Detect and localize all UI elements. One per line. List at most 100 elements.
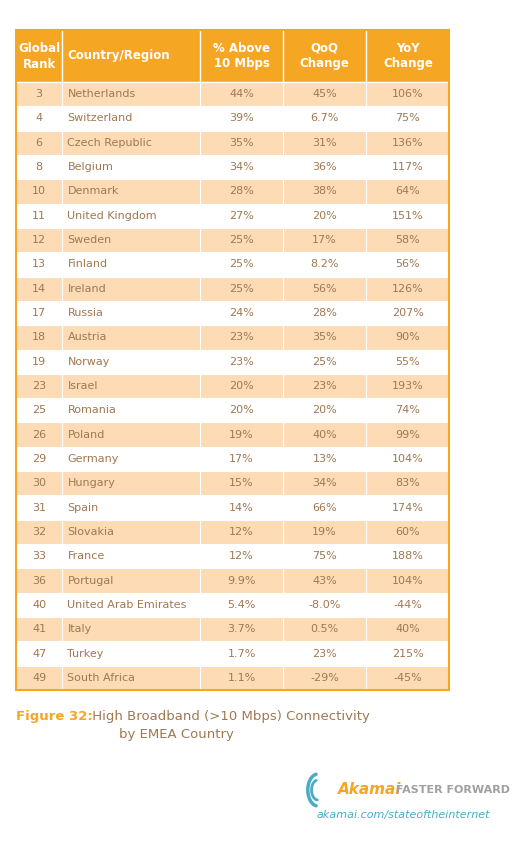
Text: 58%: 58% [396, 235, 420, 245]
Bar [200, 82, 283, 106]
Text: 74%: 74% [395, 405, 420, 416]
Bar [62, 131, 200, 155]
Bar [62, 544, 200, 568]
Text: Spain: Spain [68, 503, 99, 512]
Text: 106%: 106% [392, 89, 424, 99]
Bar [283, 399, 366, 422]
Bar [16, 617, 62, 641]
Bar [62, 447, 200, 471]
Text: 44%: 44% [229, 89, 254, 99]
Bar [283, 179, 366, 204]
Bar [16, 641, 62, 666]
Bar [200, 179, 283, 204]
Text: Global
Rank: Global Rank [18, 42, 60, 70]
Text: 215%: 215% [392, 649, 424, 659]
Text: 90%: 90% [396, 332, 420, 343]
Text: Czech Republic: Czech Republic [68, 137, 152, 148]
Text: 8.2%: 8.2% [310, 259, 339, 270]
Text: 20%: 20% [313, 211, 337, 220]
Bar [366, 593, 449, 617]
Bar [366, 447, 449, 471]
Text: 38%: 38% [313, 187, 337, 197]
Text: 117%: 117% [392, 162, 424, 172]
Text: 32: 32 [32, 527, 46, 537]
Text: 11: 11 [32, 211, 46, 220]
Text: 49: 49 [32, 672, 46, 683]
Bar [283, 131, 366, 155]
Text: 23: 23 [32, 381, 46, 391]
Text: 0.5%: 0.5% [310, 624, 339, 634]
Text: 12%: 12% [229, 527, 254, 537]
Text: 31: 31 [32, 503, 46, 512]
Bar [283, 30, 366, 82]
Bar [16, 82, 62, 106]
Bar [62, 325, 200, 349]
Text: 34%: 34% [229, 162, 254, 172]
Bar [366, 325, 449, 349]
Text: 12%: 12% [229, 551, 254, 561]
Bar [366, 30, 449, 82]
Bar [62, 520, 200, 544]
Text: Russia: Russia [68, 308, 103, 318]
Text: Figure 32:: Figure 32: [16, 710, 93, 723]
Text: 14%: 14% [229, 503, 254, 512]
Bar [283, 228, 366, 252]
Bar [283, 447, 366, 471]
Bar [16, 520, 62, 544]
Text: akamai.com/stateoftheinternet: akamai.com/stateoftheinternet [316, 810, 490, 820]
Bar [16, 399, 62, 422]
Bar [283, 374, 366, 399]
Bar [62, 471, 200, 495]
Text: South Africa: South Africa [68, 672, 135, 683]
Bar [283, 495, 366, 520]
Text: 31%: 31% [313, 137, 337, 148]
Text: 41: 41 [32, 624, 46, 634]
Bar [62, 399, 200, 422]
Text: 39%: 39% [229, 114, 254, 124]
Text: Portugal: Portugal [68, 576, 114, 586]
Text: 6: 6 [35, 137, 43, 148]
Bar [366, 399, 449, 422]
Bar [366, 666, 449, 690]
Text: 55%: 55% [396, 357, 420, 366]
Text: 20%: 20% [229, 381, 254, 391]
Text: YoY
Change: YoY Change [383, 42, 433, 70]
Text: Germany: Germany [68, 454, 119, 464]
Text: High Broadband (>10 Mbps) Connectivity: High Broadband (>10 Mbps) Connectivity [88, 710, 370, 723]
Text: France: France [68, 551, 105, 561]
Bar [200, 495, 283, 520]
Bar [366, 179, 449, 204]
Text: 136%: 136% [392, 137, 424, 148]
Bar [366, 204, 449, 228]
Bar [283, 568, 366, 593]
Bar [366, 422, 449, 447]
Text: Romania: Romania [68, 405, 116, 416]
Text: Norway: Norway [68, 357, 110, 366]
Bar [62, 374, 200, 399]
Text: 35%: 35% [313, 332, 337, 343]
Text: 35%: 35% [229, 137, 254, 148]
Bar [62, 301, 200, 325]
Bar [200, 252, 283, 276]
Text: 18: 18 [32, 332, 46, 343]
Bar [16, 301, 62, 325]
Bar [62, 106, 200, 131]
Bar [283, 106, 366, 131]
Bar [366, 301, 449, 325]
Text: 75%: 75% [313, 551, 337, 561]
Text: 10: 10 [32, 187, 46, 197]
Bar [366, 106, 449, 131]
Bar [62, 30, 200, 82]
Text: 104%: 104% [392, 454, 424, 464]
Bar [62, 617, 200, 641]
Bar [200, 325, 283, 349]
Text: Austria: Austria [68, 332, 107, 343]
Bar [62, 204, 200, 228]
Text: 56%: 56% [313, 284, 337, 293]
Bar [200, 301, 283, 325]
Text: Country/Region: Country/Region [68, 49, 170, 63]
Text: 19: 19 [32, 357, 46, 366]
Bar [62, 349, 200, 374]
Text: 151%: 151% [392, 211, 424, 220]
Bar [283, 204, 366, 228]
